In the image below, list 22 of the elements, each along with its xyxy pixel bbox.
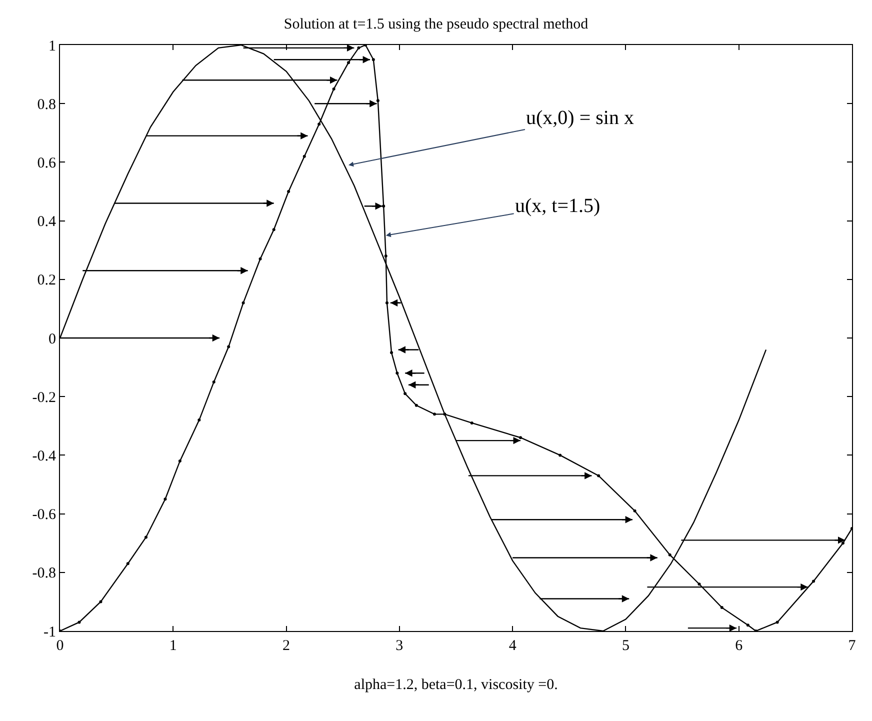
- y-tick-label: 0.6: [37, 155, 56, 172]
- y-tick-label: -0.6: [32, 507, 56, 524]
- x-axis-title: alpha=1.2, beta=0.1, viscosity =0.: [354, 677, 558, 693]
- y-tick-label: 0.4: [37, 214, 56, 230]
- annotation: u(x, t=1.5): [515, 195, 600, 217]
- chart-title: Solution at t=1.5 using the pseudo spectral method: [284, 16, 589, 33]
- x-tick-label: 6: [735, 638, 744, 654]
- x-tick-label: 7: [848, 638, 856, 654]
- y-tick-label: 1: [48, 38, 56, 54]
- y-tick-label: 0: [48, 331, 56, 348]
- y-tick-label: 0.8: [37, 96, 56, 113]
- annotation: u(x,0) = sin x: [526, 107, 634, 129]
- x-tick-label: 1: [169, 638, 177, 654]
- x-tick-label: 3: [396, 638, 404, 654]
- x-tick-label: 4: [508, 638, 517, 654]
- y-tick-label: -0.8: [32, 566, 56, 582]
- x-tick-label: 2: [282, 638, 290, 654]
- y-tick-label: -0.4: [32, 448, 56, 464]
- y-tick-label: -0.2: [32, 390, 56, 406]
- x-tick-label: 5: [622, 638, 630, 654]
- y-tick-label: 0.2: [37, 272, 56, 289]
- y-tick-label: -1: [44, 624, 56, 640]
